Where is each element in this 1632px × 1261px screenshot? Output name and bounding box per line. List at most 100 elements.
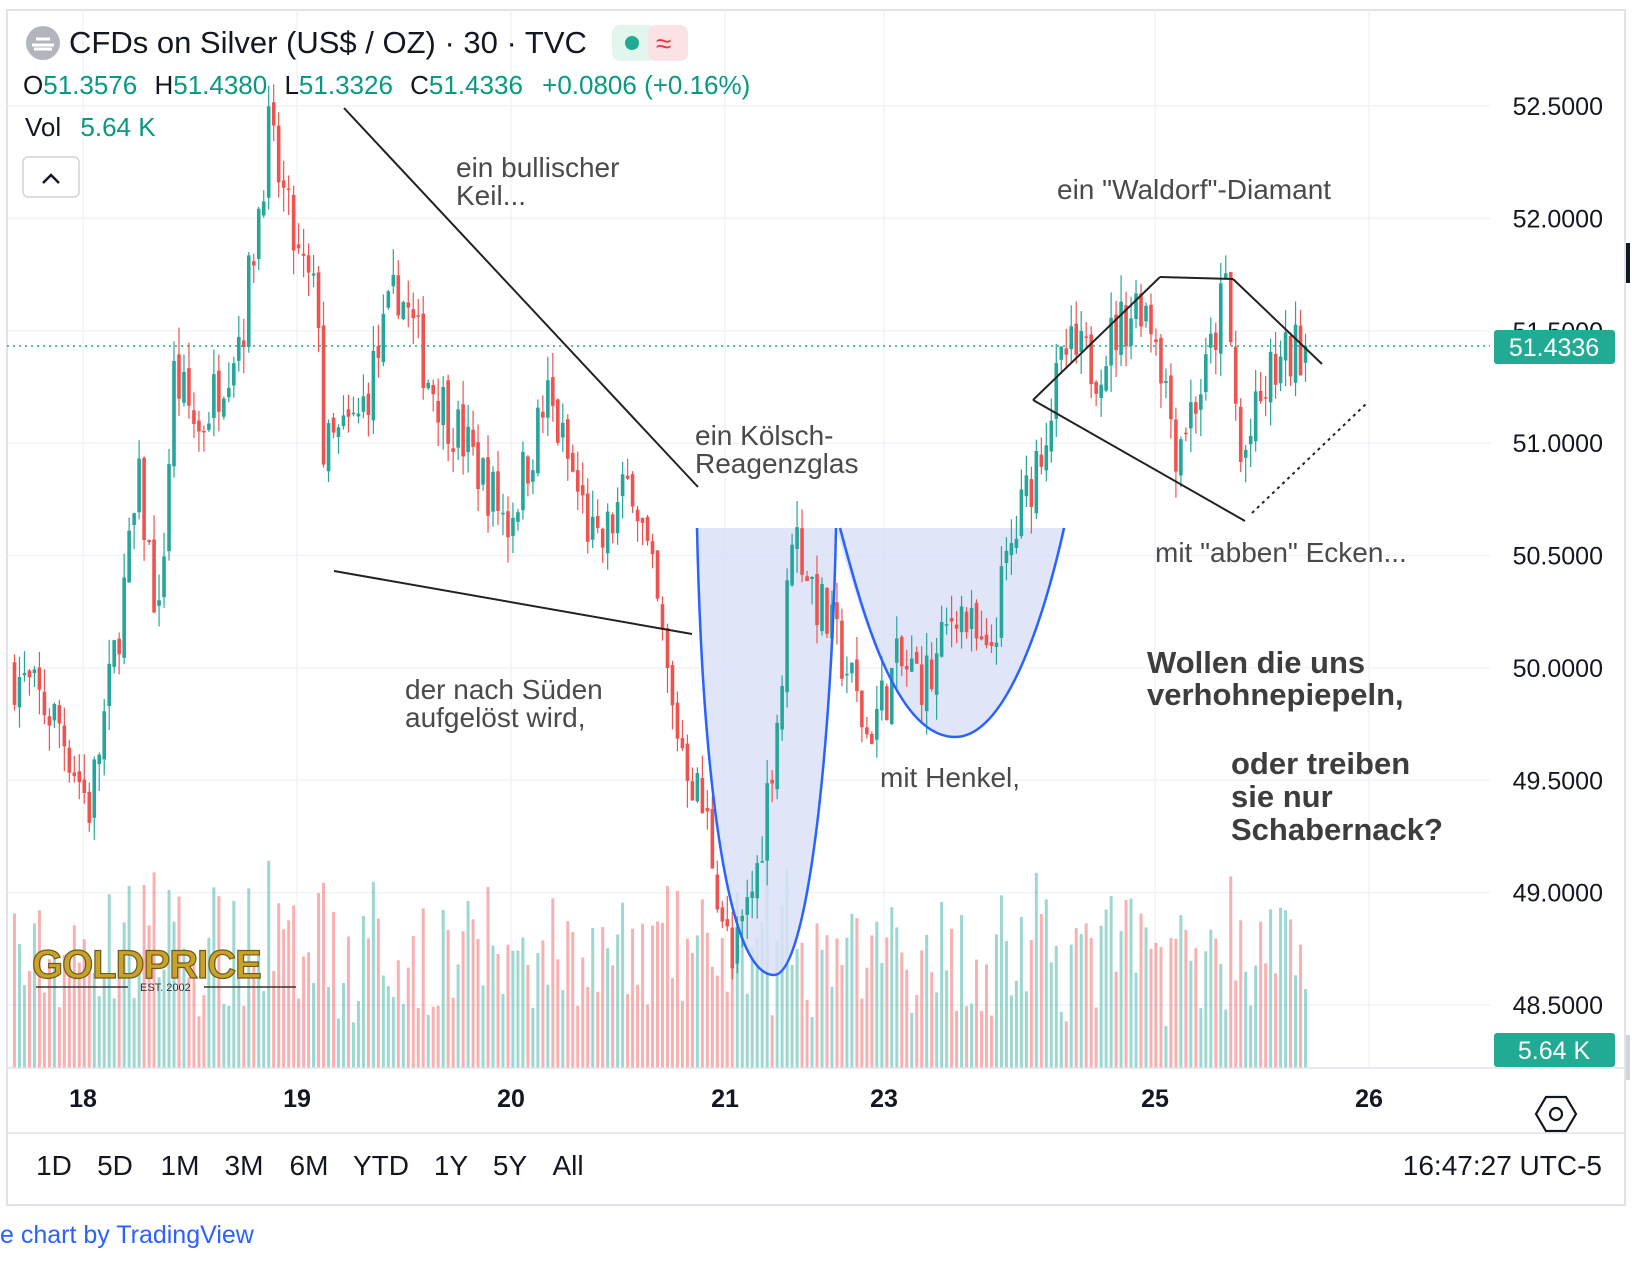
market-status-badge[interactable]: ≈ [612,25,688,61]
candle-body [944,624,949,626]
time-tick-label: 18 [69,1085,97,1113]
volume-bar [1229,876,1233,1068]
volume-bar [810,1016,814,1068]
candle-body [1079,330,1083,352]
candle-body [72,772,77,777]
volume-bar [282,929,286,1068]
volume-bar [366,938,370,1068]
range-button-1y[interactable]: 1Y [434,1150,469,1181]
time-tick-label: 25 [1141,1085,1169,1113]
price-axis[interactable]: 52.500052.000051.500051.000050.500050.00… [1513,93,1603,1020]
scroll-handle[interactable] [1626,243,1630,283]
volume-bar [152,872,156,1068]
volume-bar [1129,898,1133,1068]
candle-body [217,370,221,412]
volume-bar [641,923,645,1068]
volume-bar [561,990,565,1068]
candle-body [281,180,286,188]
volume-bar [1059,1011,1063,1068]
candle-body [266,106,271,198]
scroll-handle-bottom[interactable] [1626,1035,1630,1080]
volume-bar [1134,972,1138,1068]
volume-bar [227,1005,231,1068]
candle-body [1174,419,1178,472]
wedge-upper-line [343,107,699,488]
candle-body [675,702,680,739]
candle-body [411,309,416,319]
candle-body [1189,402,1193,429]
tradingview-credit-link[interactable]: e chart by TradingView [0,1221,255,1249]
candle-body [1209,333,1213,348]
volume-bar [391,997,395,1068]
range-bar: 1D 5D 1M 3M 6M YTD 1Y 5Y All [36,1150,583,1181]
candle-body [117,638,121,655]
volume-bar [147,925,151,1068]
candle-body [526,456,530,484]
volume-bar [1044,899,1048,1068]
svg-text:O51.3576 H51.4380: O51.3576 H51.4380 L51.3326 C51.4336 +0.0… [23,70,750,100]
candle-body [486,457,490,516]
candle-body [585,493,590,542]
collapse-legend-button[interactable] [22,156,80,198]
time-axis[interactable]: 18 19 20 21 23 25 26 [69,1085,1383,1113]
volume-bar [1109,895,1113,1068]
volume-bar [237,962,241,1068]
candle-body [1124,305,1128,347]
volume-bar [287,920,291,1068]
candle-body [1238,406,1243,463]
range-button-all[interactable]: All [552,1150,583,1181]
candle-body [929,659,934,690]
candle-body [1278,356,1283,384]
range-button-6m[interactable]: 6M [290,1150,329,1181]
volume-bar [192,955,196,1068]
candle-body [197,420,201,432]
candle-body [261,201,266,216]
volume-bar [317,893,321,1068]
range-button-5y[interactable]: 5Y [493,1150,528,1181]
range-button-5d[interactable]: 5D [97,1150,133,1181]
volume-bar [999,895,1003,1068]
candle-body [939,621,944,657]
logo-est: EST. 2002 [140,982,191,994]
volume-bar [516,950,520,1068]
volume-bar [790,964,794,1068]
candle-body [346,409,351,417]
range-button-ytd[interactable]: YTD [353,1150,409,1181]
logo-text: GOLDPRICE [32,943,261,987]
candle-body [909,658,914,672]
current-price-tag: 51.4336 [1494,330,1615,364]
volume-bar [536,953,540,1068]
chevron-up-icon [42,173,60,184]
candle-body [1253,391,1258,442]
candle-body [685,743,690,781]
volume-bar [860,998,864,1068]
volume-bar [167,889,171,1068]
volume-bar [416,1008,420,1068]
candle-body [755,863,759,899]
candle-body [406,302,411,308]
candle-body [531,470,535,482]
delay-wave-icon: ≈ [656,28,671,59]
symbol-title[interactable]: CFDs on Silver (US$ / OZ) · 30 · TVC [69,25,587,60]
candle-body [107,663,111,707]
volume-bar [42,992,46,1068]
range-button-1m[interactable]: 1M [161,1150,200,1181]
candle-body [870,733,874,744]
current-price-value: 51.4336 [1509,334,1599,362]
volume-bar [451,997,455,1068]
range-button-1d[interactable]: 1D [36,1150,72,1181]
annotation-sued: der nach Süden aufgelöst wird, [405,674,603,733]
svg-text:Vol 5.64 K: Vol 5.64 K [25,112,156,142]
candle-body [660,604,665,630]
candle-body [1004,550,1009,564]
candle-body [391,274,396,287]
candle-body [680,738,685,749]
volume-bar [1264,963,1268,1068]
chart-settings-button[interactable] [1534,1095,1578,1133]
candle-body [276,125,281,183]
range-button-3m[interactable]: 3M [225,1150,264,1181]
volume-bar [1174,938,1178,1068]
cup-curve [695,527,838,977]
clock[interactable]: 16:47:27 UTC-5 [1403,1150,1602,1181]
volume-bar [770,1015,774,1068]
